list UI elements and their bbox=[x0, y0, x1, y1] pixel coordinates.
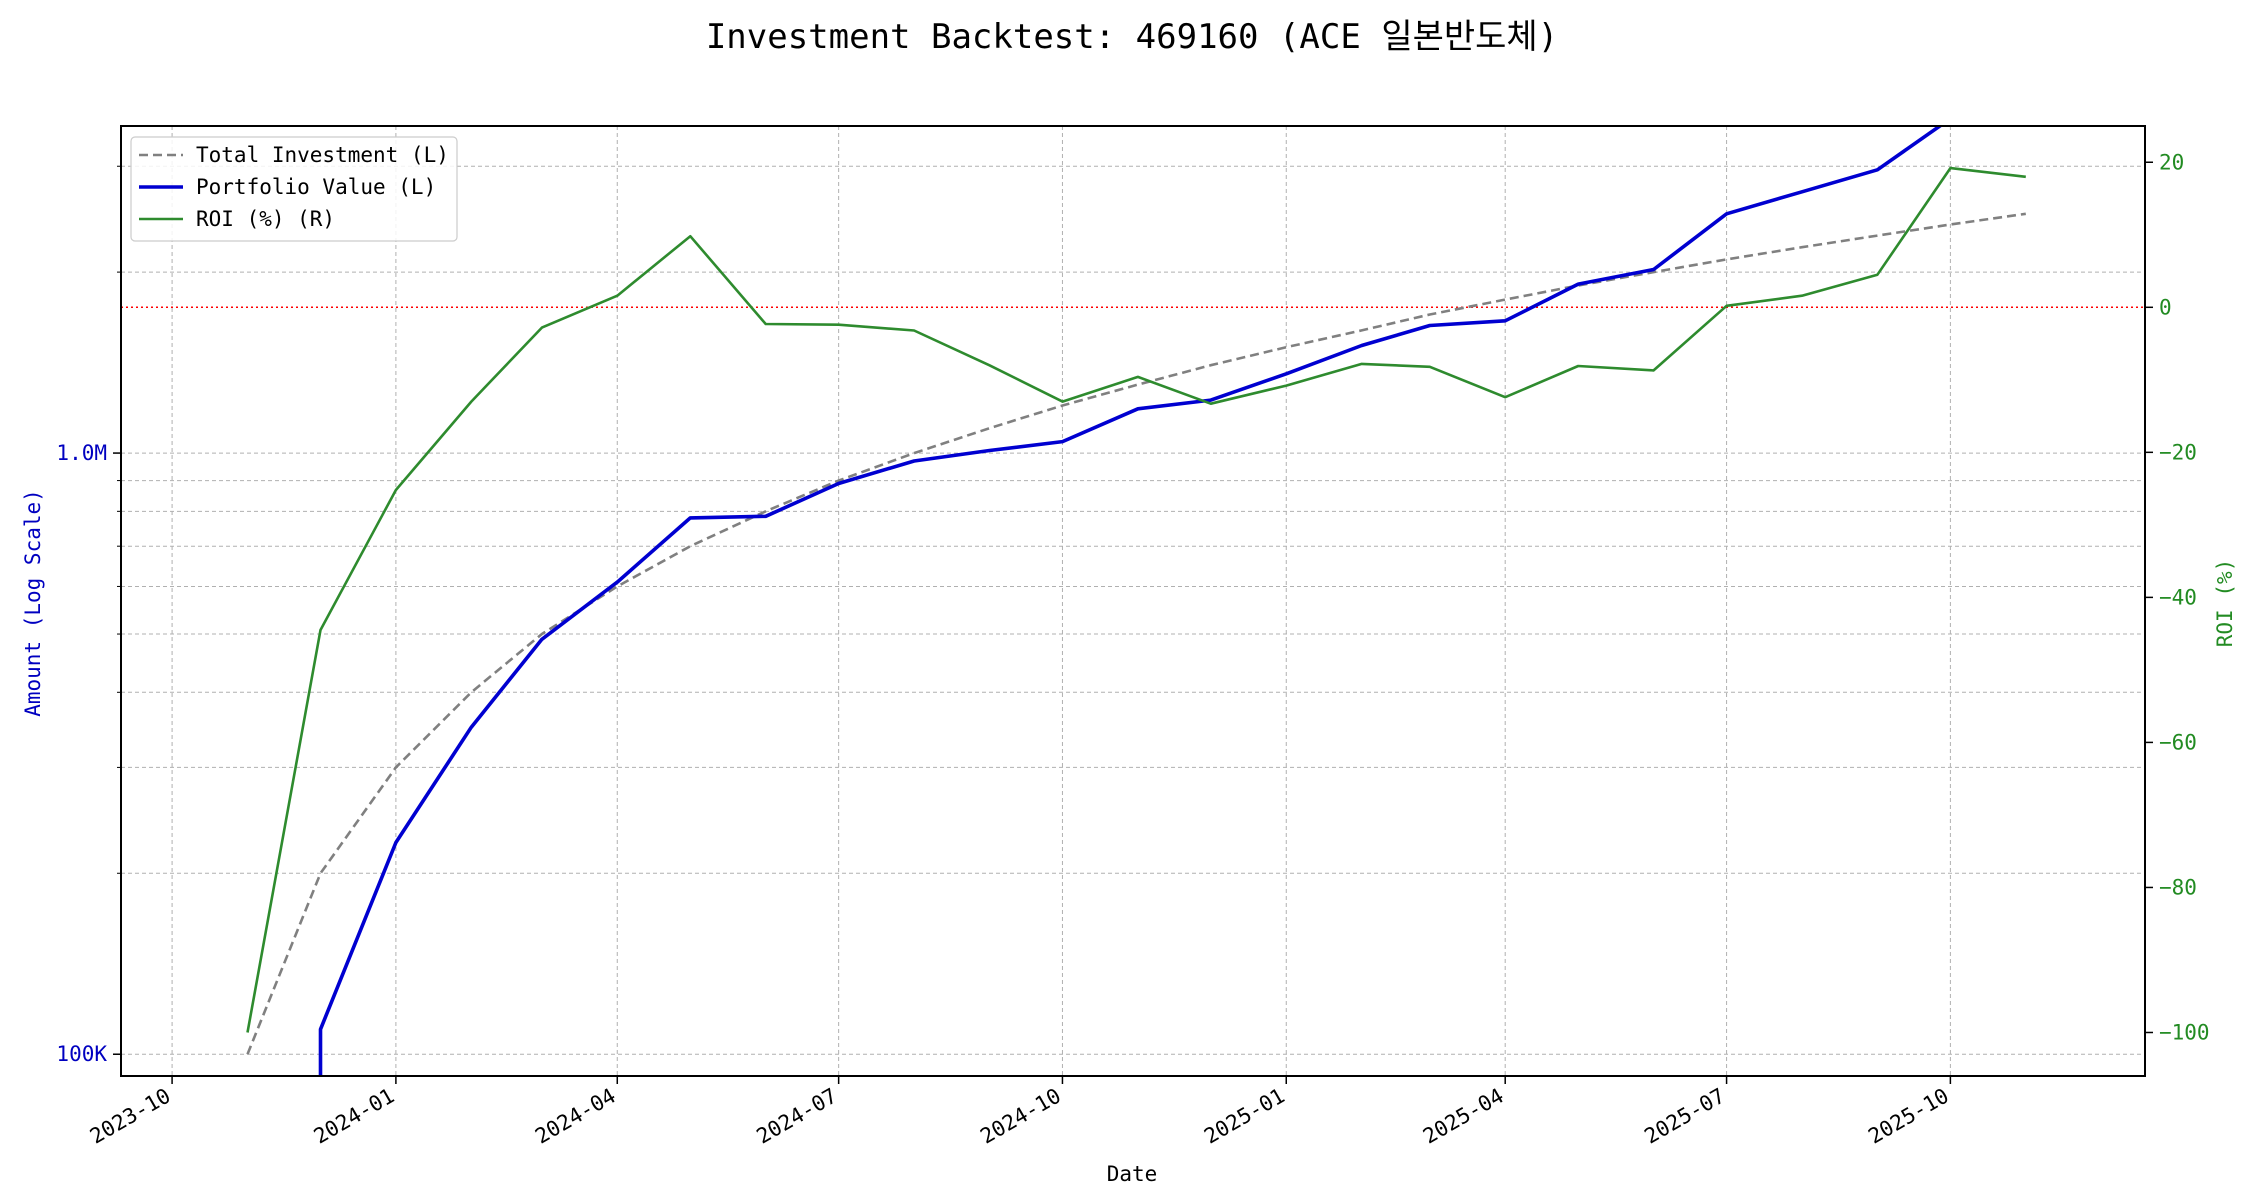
portfolio-value-line bbox=[318, 126, 1943, 1076]
left-y-axis-ticks: 100K 1.0M bbox=[56, 165, 121, 1066]
x-tick-label: 2024-07 bbox=[752, 1084, 841, 1149]
x-tick-label: 2025-10 bbox=[1864, 1084, 1953, 1149]
right-tick-label: −100 bbox=[2159, 1020, 2210, 1044]
roi-line bbox=[246, 166, 2026, 1033]
right-tick-label: 0 bbox=[2159, 295, 2172, 319]
x-tick-label: 2025-04 bbox=[1419, 1084, 1508, 1149]
right-tick-label: −20 bbox=[2159, 440, 2197, 464]
total-investment-line bbox=[246, 212, 2026, 1055]
x-tick-label: 2025-07 bbox=[1640, 1084, 1729, 1149]
left-tick-label: 1.0M bbox=[56, 441, 107, 465]
left-tick-label: 100K bbox=[56, 1042, 107, 1066]
plot-frame bbox=[120, 125, 2146, 1077]
legend-entry-label: ROI (%) (R) bbox=[196, 207, 335, 231]
right-tick-label: 20 bbox=[2159, 150, 2184, 174]
series-layer bbox=[246, 126, 2026, 1076]
left-y-axis-label: Amount (Log Scale) bbox=[21, 489, 45, 717]
right-tick-label: −60 bbox=[2159, 730, 2197, 754]
x-axis-label: Date bbox=[1107, 1162, 1158, 1186]
right-tick-label: −80 bbox=[2159, 875, 2197, 899]
x-tick-label: 2023-10 bbox=[86, 1084, 175, 1149]
right-tick-label: −40 bbox=[2159, 585, 2197, 609]
x-tick-label: 2024-01 bbox=[310, 1084, 399, 1149]
x-tick-label: 2025-01 bbox=[1200, 1084, 1289, 1149]
x-tick-label: 2024-10 bbox=[976, 1084, 1065, 1149]
chart-legend: Total Investment (L) Portfolio Value (L) R… bbox=[130, 136, 458, 242]
x-axis-ticks: 2023-10 2024-01 2024-04 2024-07 2024-10 2025-… bbox=[86, 1076, 1953, 1149]
grid-layer bbox=[121, 126, 2145, 1076]
legend-entry-label: Portfolio Value (L) bbox=[196, 175, 436, 199]
x-tick-label: 2024-04 bbox=[531, 1084, 620, 1149]
right-y-axis-label: ROI (%) bbox=[2213, 559, 2237, 648]
right-y-axis-ticks: 20 0 −20 −40 −60 −80 −100 bbox=[2145, 150, 2210, 1044]
legend-entry-label: Total Investment (L) bbox=[196, 143, 449, 167]
chart-title: Investment Backtest: 469160 (ACE 일본반도체) bbox=[706, 17, 1558, 57]
legend-box bbox=[130, 136, 458, 242]
